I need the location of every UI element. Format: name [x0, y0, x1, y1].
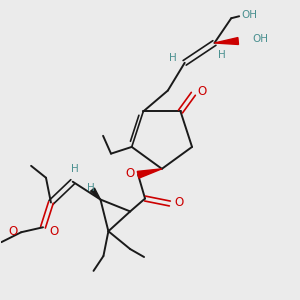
Text: O: O [49, 225, 58, 238]
Text: O: O [126, 167, 135, 180]
Polygon shape [137, 169, 162, 178]
Text: O: O [198, 85, 207, 98]
Polygon shape [91, 188, 100, 200]
Polygon shape [214, 38, 239, 44]
Text: O: O [9, 225, 18, 238]
Text: OH: OH [241, 10, 257, 20]
Text: O: O [174, 196, 183, 209]
Text: H: H [218, 50, 226, 60]
Text: OH: OH [252, 34, 268, 44]
Text: H: H [71, 164, 79, 174]
Text: H: H [87, 183, 94, 193]
Text: H: H [169, 53, 177, 63]
